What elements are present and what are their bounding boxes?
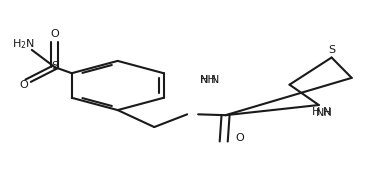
Text: H: H xyxy=(312,107,320,117)
Text: NH: NH xyxy=(316,108,333,118)
Text: N: N xyxy=(323,107,331,117)
Text: O: O xyxy=(236,133,244,143)
Text: S: S xyxy=(51,61,58,71)
Text: H$_2$N: H$_2$N xyxy=(12,37,35,51)
Text: S: S xyxy=(328,45,335,55)
Text: H: H xyxy=(199,75,208,85)
Text: NH: NH xyxy=(200,75,217,85)
Text: N: N xyxy=(211,75,219,85)
Text: O: O xyxy=(50,29,59,39)
Text: O: O xyxy=(19,80,28,90)
